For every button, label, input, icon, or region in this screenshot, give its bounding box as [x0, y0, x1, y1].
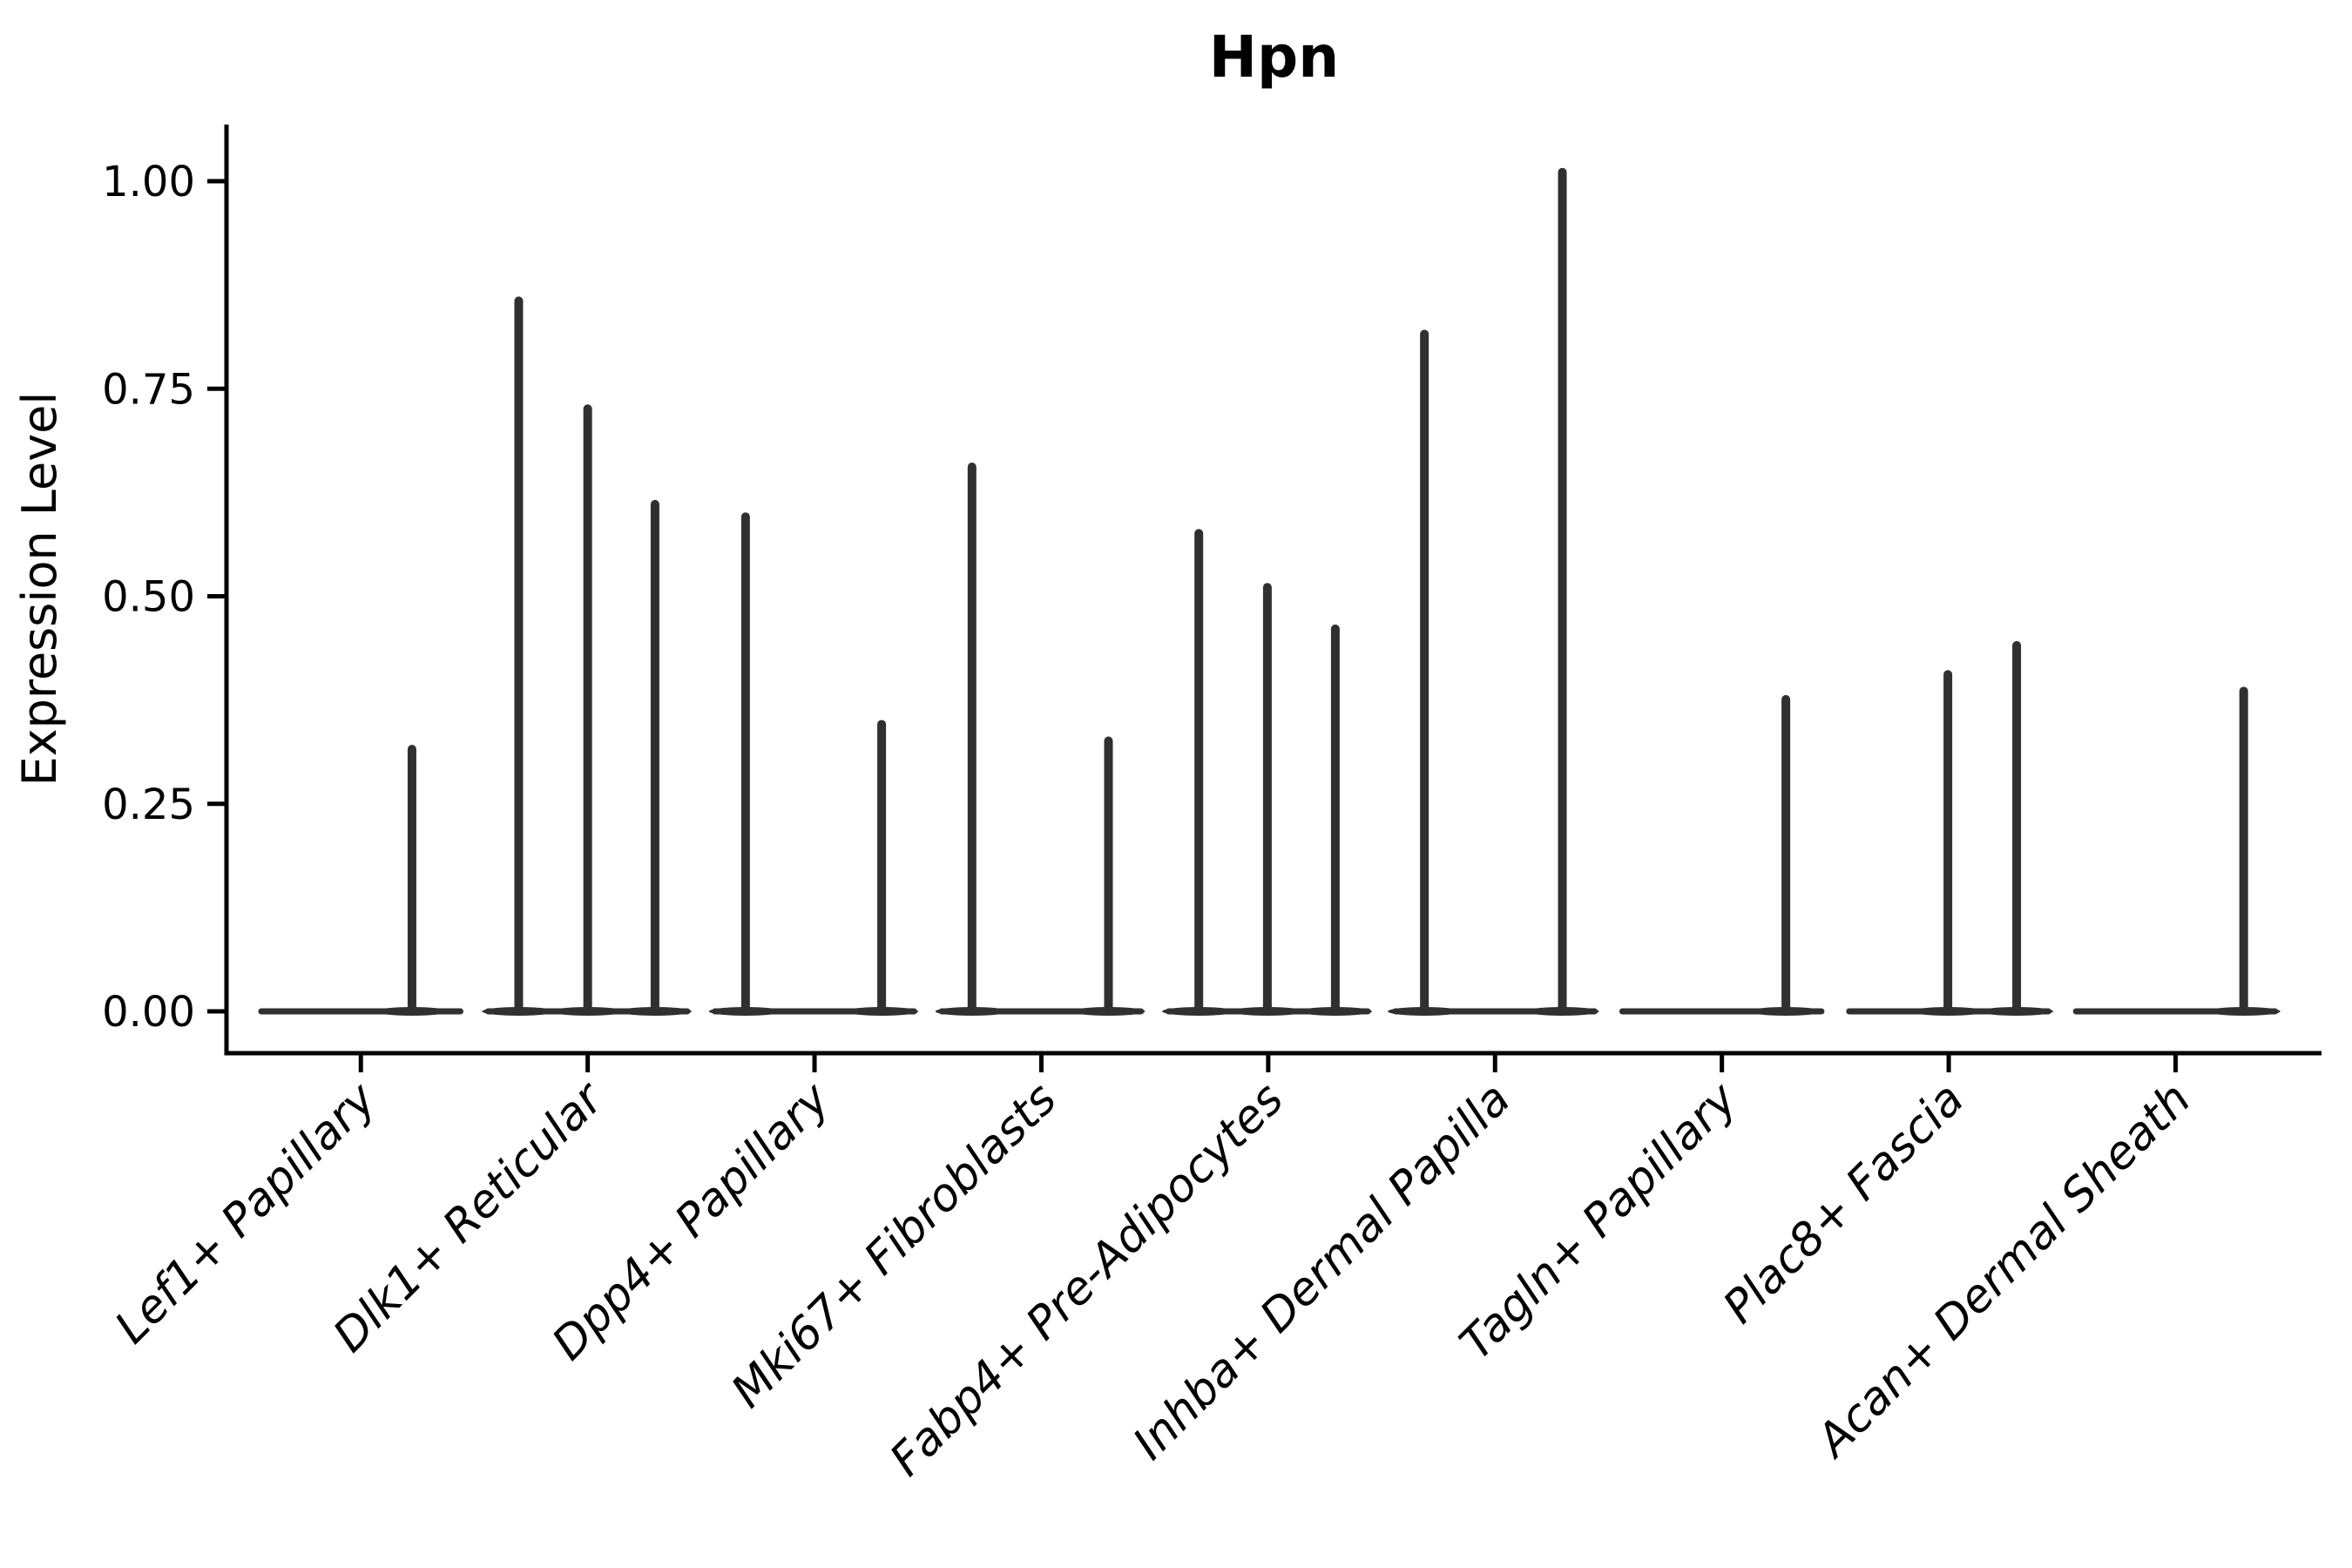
y-tick-label: 1.00 — [102, 158, 195, 206]
y-tick-label: 0.25 — [102, 781, 195, 829]
x-tick-label: Acan+ Dermal Sheath — [1806, 1073, 2201, 1469]
x-tick-label: Inhba+ Dermal Papilla — [1124, 1073, 1521, 1470]
chart-title: Hpn — [1209, 24, 1339, 91]
y-axis-label: Expression Level — [12, 392, 67, 787]
y-tick-label: 0.75 — [102, 365, 195, 414]
x-tick-label: Plac8+ Fascia — [1713, 1073, 1974, 1334]
y-tick-label: 0.00 — [102, 988, 195, 1037]
y-tick-label: 0.50 — [102, 573, 195, 622]
x-tick-label: Fabp4+ Pre-Adipocytes — [880, 1073, 1294, 1487]
